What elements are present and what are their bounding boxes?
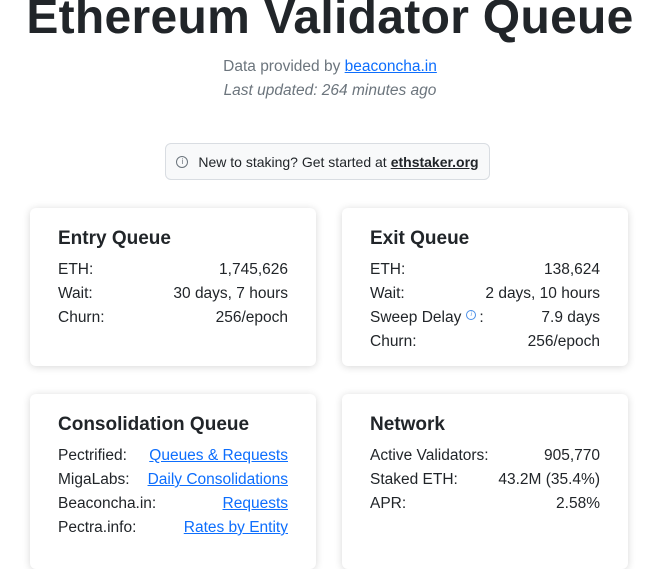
staked-eth-row: Staked ETH: 43.2M (35.4%) (370, 468, 600, 492)
staking-notice-banner: i New to staking? Get started at ethstak… (165, 143, 490, 180)
row-label: MigaLabs: (58, 471, 130, 488)
consolidation-queue-card: Consolidation Queue Pectrified: Queues &… (30, 394, 316, 569)
apr-row: APR: 2.58% (370, 492, 600, 516)
data-provider-line: Data provided by beaconcha.in (0, 58, 645, 76)
queues-requests-link[interactable]: Queues & Requests (149, 447, 288, 464)
row-label: Staked ETH: (370, 471, 458, 488)
row-label: Churn: (370, 333, 417, 350)
card-title: Exit Queue (370, 228, 470, 249)
row-label-group: Sweep Delay i: (370, 306, 484, 330)
row-label: ETH: (58, 261, 94, 278)
row-value: 1,745,626 (219, 261, 288, 278)
help-icon[interactable]: i (466, 310, 477, 320)
row-value: 2.58% (556, 495, 600, 512)
row-label: Pectra.info: (58, 519, 137, 536)
row-label: ETH: (370, 261, 406, 278)
info-icon: i (176, 155, 189, 168)
card-title: Consolidation Queue (58, 414, 250, 435)
entry-queue-card: Entry Queue ETH: 1,745,626 Wait: 30 days… (30, 208, 316, 366)
active-validators-row: Active Validators: 905,770 (370, 444, 600, 468)
beaconchain-link[interactable]: beaconcha.in (344, 58, 437, 75)
row-value: 30 days, 7 hours (173, 285, 288, 302)
card-title: Entry Queue (58, 228, 171, 249)
pectrified-row: Pectrified: Queues & Requests (58, 444, 288, 468)
ethstaker-link[interactable]: ethstaker.org (390, 153, 479, 170)
notice-text: New to staking? Get started at (198, 153, 387, 170)
exit-wait-row: Wait: 2 days, 10 hours (370, 282, 600, 306)
exit-sweep-delay-row: Sweep Delay i: 7.9 days (370, 306, 600, 330)
pectra-info-row: Pectra.info: Rates by Entity (58, 516, 288, 540)
data-provider-prefix: Data provided by (223, 58, 345, 75)
exit-eth-row: ETH: 138,624 (370, 258, 600, 282)
row-value: 138,624 (543, 261, 600, 278)
row-value: 43.2M (35.4%) (498, 471, 600, 488)
requests-link[interactable]: Requests (222, 495, 288, 512)
exit-churn-row: Churn: 256/epoch (370, 330, 600, 354)
row-value: 905,770 (543, 447, 600, 464)
row-label: APR: (370, 495, 407, 512)
row-value: 2 days, 10 hours (485, 285, 600, 302)
migalabs-row: MigaLabs: Daily Consolidations (58, 468, 288, 492)
daily-consolidations-link[interactable]: Daily Consolidations (147, 471, 288, 488)
row-value: 256/epoch (215, 309, 288, 326)
exit-queue-card: Exit Queue ETH: 138,624 Wait: 2 days, 10… (342, 208, 628, 366)
row-label: Active Validators: (370, 447, 489, 464)
row-label-suffix: : (479, 309, 484, 326)
entry-eth-row: ETH: 1,745,626 (58, 258, 288, 282)
row-value: 256/epoch (527, 333, 600, 350)
entry-wait-row: Wait: 30 days, 7 hours (58, 282, 288, 306)
beaconchain-row: Beaconcha.in: Requests (58, 492, 288, 516)
row-label: Wait: (370, 285, 405, 302)
last-updated-text: Last updated: 264 minutes ago (223, 82, 437, 99)
entry-churn-row: Churn: 256/epoch (58, 306, 288, 330)
rates-by-entity-link[interactable]: Rates by Entity (183, 519, 288, 536)
page-title: Ethereum Validator Queue (26, 0, 634, 44)
network-card: Network Active Validators: 905,770 Stake… (342, 394, 628, 569)
row-label: Pectrified: (58, 447, 127, 464)
row-label: Wait: (58, 285, 93, 302)
row-label: Sweep Delay (370, 309, 462, 326)
row-label: Churn: (58, 309, 105, 326)
row-label: Beaconcha.in: (58, 495, 157, 512)
row-value: 7.9 days (541, 309, 600, 326)
card-title: Network (370, 414, 445, 435)
